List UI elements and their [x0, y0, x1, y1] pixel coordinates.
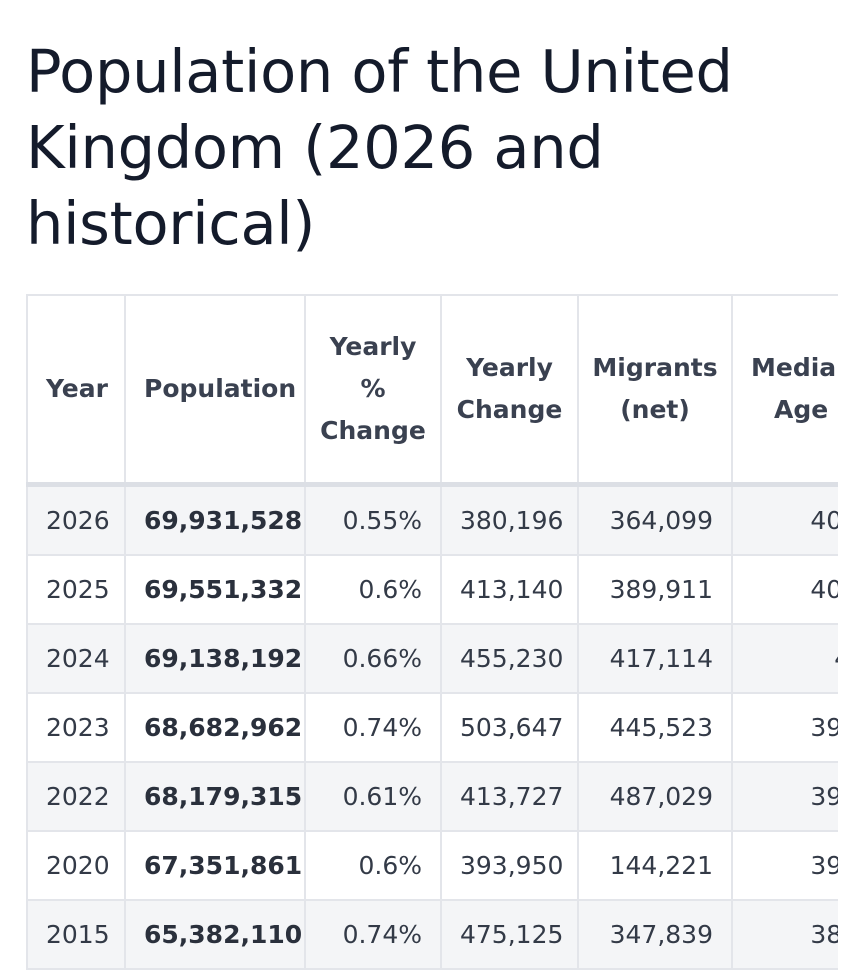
table-row: 2023 68,682,962 0.74% 503,647 445,523 39…	[26, 692, 838, 763]
cell-year: 2020	[26, 830, 126, 901]
cell-yearly-change: 455,230	[440, 623, 579, 694]
cell-median-age: 39.5	[731, 761, 838, 832]
column-header-label-line: Yearly	[329, 332, 417, 361]
cell-median-age: 40	[731, 623, 838, 694]
cell-yearly-percent-change: 0.55%	[304, 483, 442, 556]
population-table-container[interactable]: Year Population Yearly % Change Yearly C…	[26, 294, 838, 973]
cell-year: 2026	[26, 483, 126, 556]
table-row: 2020 67,351,861 0.6% 393,950 144,221 39.…	[26, 830, 838, 901]
column-header-label-line: Change	[320, 416, 426, 445]
table-header: Year Population Yearly % Change Yearly C…	[26, 294, 838, 487]
cell-median-age: 38.8	[731, 899, 838, 970]
column-header-yearly-change[interactable]: Yearly Change	[440, 294, 579, 487]
cell-population: 67,351,861	[124, 830, 306, 901]
column-header-label-line: Migrants	[592, 353, 718, 382]
cell-median-age: 40.2	[731, 483, 838, 556]
column-header-label-line: Age	[774, 395, 829, 424]
table-body: 2026 69,931,528 0.55% 380,196 364,099 40…	[26, 483, 838, 970]
cell-yearly-change: 380,196	[440, 483, 579, 556]
column-header-yearly-percent-change[interactable]: Yearly % Change	[304, 294, 442, 487]
cell-migrants: 389,911	[577, 554, 733, 625]
column-header-label-line: Change	[456, 395, 563, 424]
cell-migrants: 445,523	[577, 692, 733, 763]
cell-migrants: 487,029	[577, 761, 733, 832]
table-row: 2022 68,179,315 0.61% 413,727 487,029 39…	[26, 761, 838, 832]
cell-median-age: 40.1	[731, 554, 838, 625]
cell-yearly-percent-change: 0.61%	[304, 761, 442, 832]
cell-year: 2024	[26, 623, 126, 694]
column-header-median-age[interactable]: Median Age	[731, 294, 838, 487]
cell-population: 69,931,528	[124, 483, 306, 556]
table-header-row: Year Population Yearly % Change Yearly C…	[26, 294, 838, 487]
page-title: Population of the United Kingdom (2026 a…	[26, 37, 733, 258]
table-row: 2015 65,382,110 0.74% 475,125 347,839 38…	[26, 899, 838, 970]
cell-population: 69,138,192	[124, 623, 306, 694]
column-header-label-line: Yearly	[466, 353, 553, 382]
column-header-population-label: Population	[144, 374, 297, 403]
cell-population: 68,682,962	[124, 692, 306, 763]
column-header-year-label: Year	[46, 374, 108, 403]
table-row: 2024 69,138,192 0.66% 455,230 417,114 40	[26, 623, 838, 694]
cell-population: 68,179,315	[124, 761, 306, 832]
cell-yearly-percent-change: 0.66%	[304, 623, 442, 694]
cell-yearly-change: 393,950	[440, 830, 579, 901]
cell-year: 2015	[26, 899, 126, 970]
cell-population: 69,551,332	[124, 554, 306, 625]
cell-yearly-change: 503,647	[440, 692, 579, 763]
cell-migrants: 144,221	[577, 830, 733, 901]
column-header-label-line: Median	[751, 353, 838, 382]
cell-population: 65,382,110	[124, 899, 306, 970]
cell-median-age: 39.2	[731, 830, 838, 901]
table-row: 2026 69,931,528 0.55% 380,196 364,099 40…	[26, 483, 838, 556]
cell-yearly-percent-change: 0.74%	[304, 692, 442, 763]
cell-yearly-change: 475,125	[440, 899, 579, 970]
cell-year: 2025	[26, 554, 126, 625]
cell-yearly-change: 413,140	[440, 554, 579, 625]
cell-yearly-percent-change: 0.6%	[304, 830, 442, 901]
cell-median-age: 39.8	[731, 692, 838, 763]
cell-yearly-change: 413,727	[440, 761, 579, 832]
cell-migrants: 347,839	[577, 899, 733, 970]
column-header-population[interactable]: Population	[124, 294, 306, 487]
column-header-label-line: (net)	[620, 395, 690, 424]
cell-migrants: 364,099	[577, 483, 733, 556]
cell-migrants: 417,114	[577, 623, 733, 694]
cell-year: 2023	[26, 692, 126, 763]
table-row: 2025 69,551,332 0.6% 413,140 389,911 40.…	[26, 554, 838, 625]
column-header-label-line: %	[360, 374, 386, 403]
cell-year: 2022	[26, 761, 126, 832]
cell-yearly-percent-change: 0.74%	[304, 899, 442, 970]
cell-yearly-percent-change: 0.6%	[304, 554, 442, 625]
column-header-year[interactable]: Year	[26, 294, 126, 487]
column-header-migrants-net[interactable]: Migrants (net)	[577, 294, 733, 487]
population-table: Year Population Yearly % Change Yearly C…	[26, 294, 838, 970]
